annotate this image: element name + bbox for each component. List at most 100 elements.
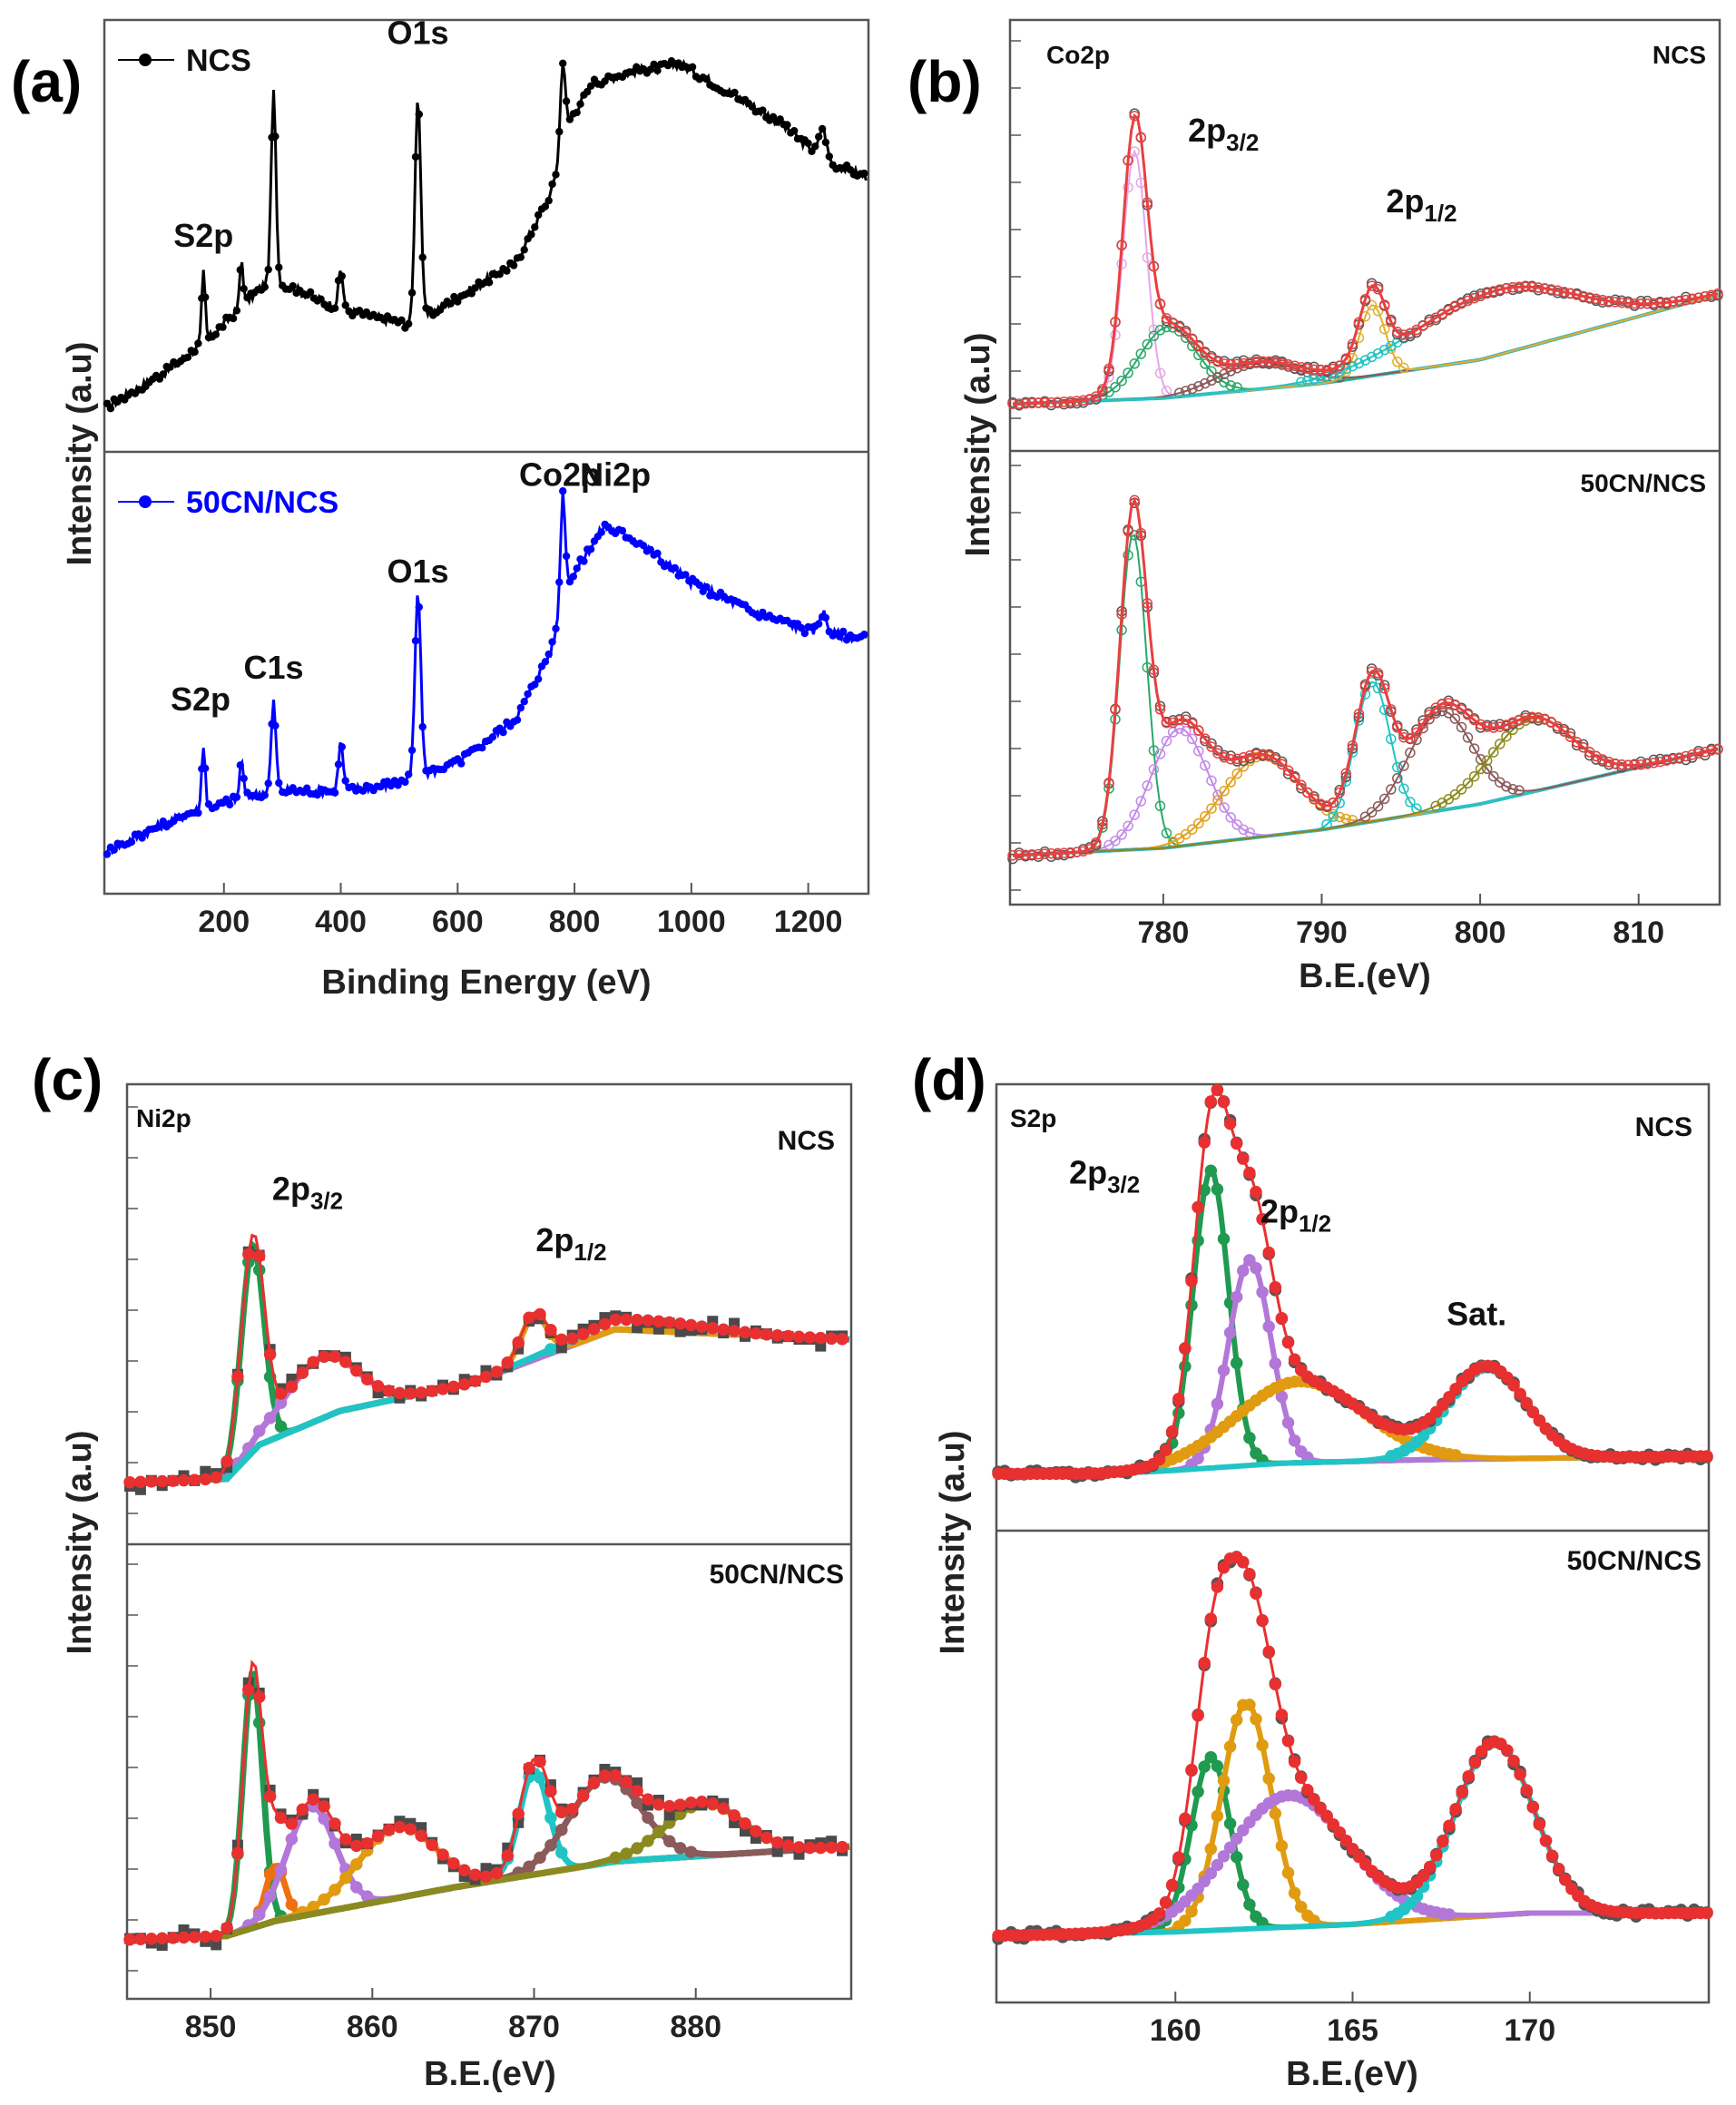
fit-envelope-point	[426, 1838, 438, 1852]
survey-point	[232, 793, 241, 801]
fit-envelope-point	[1347, 338, 1358, 350]
survey-point	[531, 680, 539, 689]
panel-c-tick-label: 880	[670, 2010, 721, 2044]
peak-label: 2p1/2	[535, 1221, 606, 1266]
fit-component-point	[1211, 1809, 1224, 1823]
fit-envelope-point	[1290, 772, 1300, 783]
fit-envelope-point	[1161, 717, 1172, 729]
fit-envelope-point	[252, 1690, 266, 1704]
survey-point	[418, 722, 427, 731]
fit-envelope-point	[1539, 713, 1551, 725]
survey-point	[194, 808, 202, 818]
fit-component-point	[1443, 708, 1455, 719]
fit-envelope-point	[221, 1922, 233, 1934]
fit-envelope-point	[1661, 755, 1672, 766]
survey-point	[260, 283, 269, 291]
fit-component-point	[1288, 1434, 1301, 1447]
survey-point	[584, 87, 592, 96]
fit-envelope-point	[1462, 1769, 1476, 1783]
fit-component-point	[1430, 800, 1441, 812]
survey-point	[240, 774, 248, 783]
fit-envelope-point	[1154, 298, 1166, 309]
fit-envelope-point	[1437, 1835, 1449, 1848]
fit-envelope-point	[1526, 711, 1537, 722]
fit-envelope-point	[1152, 1907, 1166, 1920]
fit-envelope-point	[1231, 753, 1242, 765]
fit-envelope-point	[1039, 848, 1051, 859]
fit-envelope-point	[415, 1829, 427, 1842]
fit-envelope-point	[1007, 398, 1018, 409]
fit-envelope-point	[1148, 260, 1160, 272]
fit-envelope-point	[631, 1314, 643, 1327]
panel-c-tick-label: 870	[508, 2010, 560, 2044]
survey-point	[811, 142, 819, 151]
fit-envelope-point	[1217, 1562, 1231, 1574]
survey-point	[159, 818, 167, 826]
fit-envelope-point	[1680, 750, 1692, 762]
fit-component-point	[1142, 338, 1153, 350]
survey-point	[426, 306, 434, 314]
fit-envelope-point	[231, 1370, 244, 1384]
fit-envelope-point	[1165, 1878, 1179, 1892]
survey-point	[520, 698, 528, 706]
fit-component-point	[1187, 824, 1198, 835]
survey-point	[573, 108, 581, 117]
survey-point	[650, 60, 658, 69]
fit-component-point	[1243, 1431, 1256, 1444]
survey-point	[653, 549, 662, 557]
fit-envelope-point	[1302, 363, 1313, 374]
fit-envelope-point	[1173, 714, 1185, 726]
fit-envelope-point	[695, 1320, 709, 1333]
survey-point	[264, 265, 272, 274]
panel-a: (a) S2pO1sCo2pNi2pS2pC1sO1sCo2pNi2p 2004…	[11, 15, 870, 1002]
fit-envelope-point	[1129, 494, 1140, 506]
survey-point	[541, 658, 550, 666]
survey-point	[471, 284, 479, 292]
fit-envelope-point	[825, 1332, 838, 1346]
fit-component-point	[1281, 1866, 1295, 1879]
fit-envelope-point	[1185, 1763, 1198, 1777]
survey-point	[211, 330, 220, 338]
fit-envelope-point	[1327, 1817, 1339, 1831]
panel-c-label: (c)	[32, 1047, 103, 1112]
fit-envelope-point	[1623, 298, 1633, 308]
panel-b-tick-label: 790	[1296, 915, 1348, 950]
fit-envelope-point	[1230, 1137, 1243, 1150]
fit-envelope-point	[1430, 1848, 1443, 1862]
survey-point	[541, 202, 550, 210]
fit-component-point	[1204, 1866, 1218, 1880]
survey-point	[446, 299, 455, 308]
fit-envelope-point	[814, 1331, 828, 1345]
fit-envelope-point	[404, 1387, 417, 1400]
panel-b-sample-top: NCS	[1653, 41, 1706, 69]
fit-component-point	[1372, 682, 1384, 694]
panel-a-frame	[103, 18, 870, 896]
panel-c-plot-area: 2p3/2 2p1/2	[123, 1170, 850, 1951]
fit-envelope-point	[1243, 1166, 1256, 1180]
fit-component-3	[1012, 680, 1719, 857]
fit-envelope-point	[1301, 1784, 1314, 1797]
survey-point	[531, 223, 539, 231]
fit-component-point	[1110, 381, 1121, 393]
survey-point	[555, 578, 564, 586]
survey-point	[454, 298, 462, 306]
fit-component-point	[1219, 786, 1230, 797]
fit-envelope-point	[544, 1785, 557, 1798]
fit-envelope-point	[1231, 358, 1242, 370]
fit-component-point	[329, 1884, 341, 1896]
fit-component-point	[1148, 330, 1160, 342]
fit-envelope-point	[1198, 1657, 1211, 1669]
fit-component-point	[1449, 789, 1461, 800]
fit-envelope-point	[1251, 749, 1262, 760]
fit-envelope-point	[1514, 714, 1525, 726]
fit-envelope-point	[1225, 358, 1236, 370]
survey-point	[499, 728, 507, 737]
fit-envelope-point	[792, 1841, 806, 1854]
fit-envelope-point	[1558, 287, 1570, 298]
fit-component-point	[1211, 1759, 1224, 1773]
survey-point	[232, 307, 241, 315]
survey-point	[229, 314, 238, 323]
fit-component-point	[1468, 743, 1480, 754]
fit-component-point	[1294, 1900, 1308, 1914]
fit-envelope-point	[1129, 110, 1140, 122]
